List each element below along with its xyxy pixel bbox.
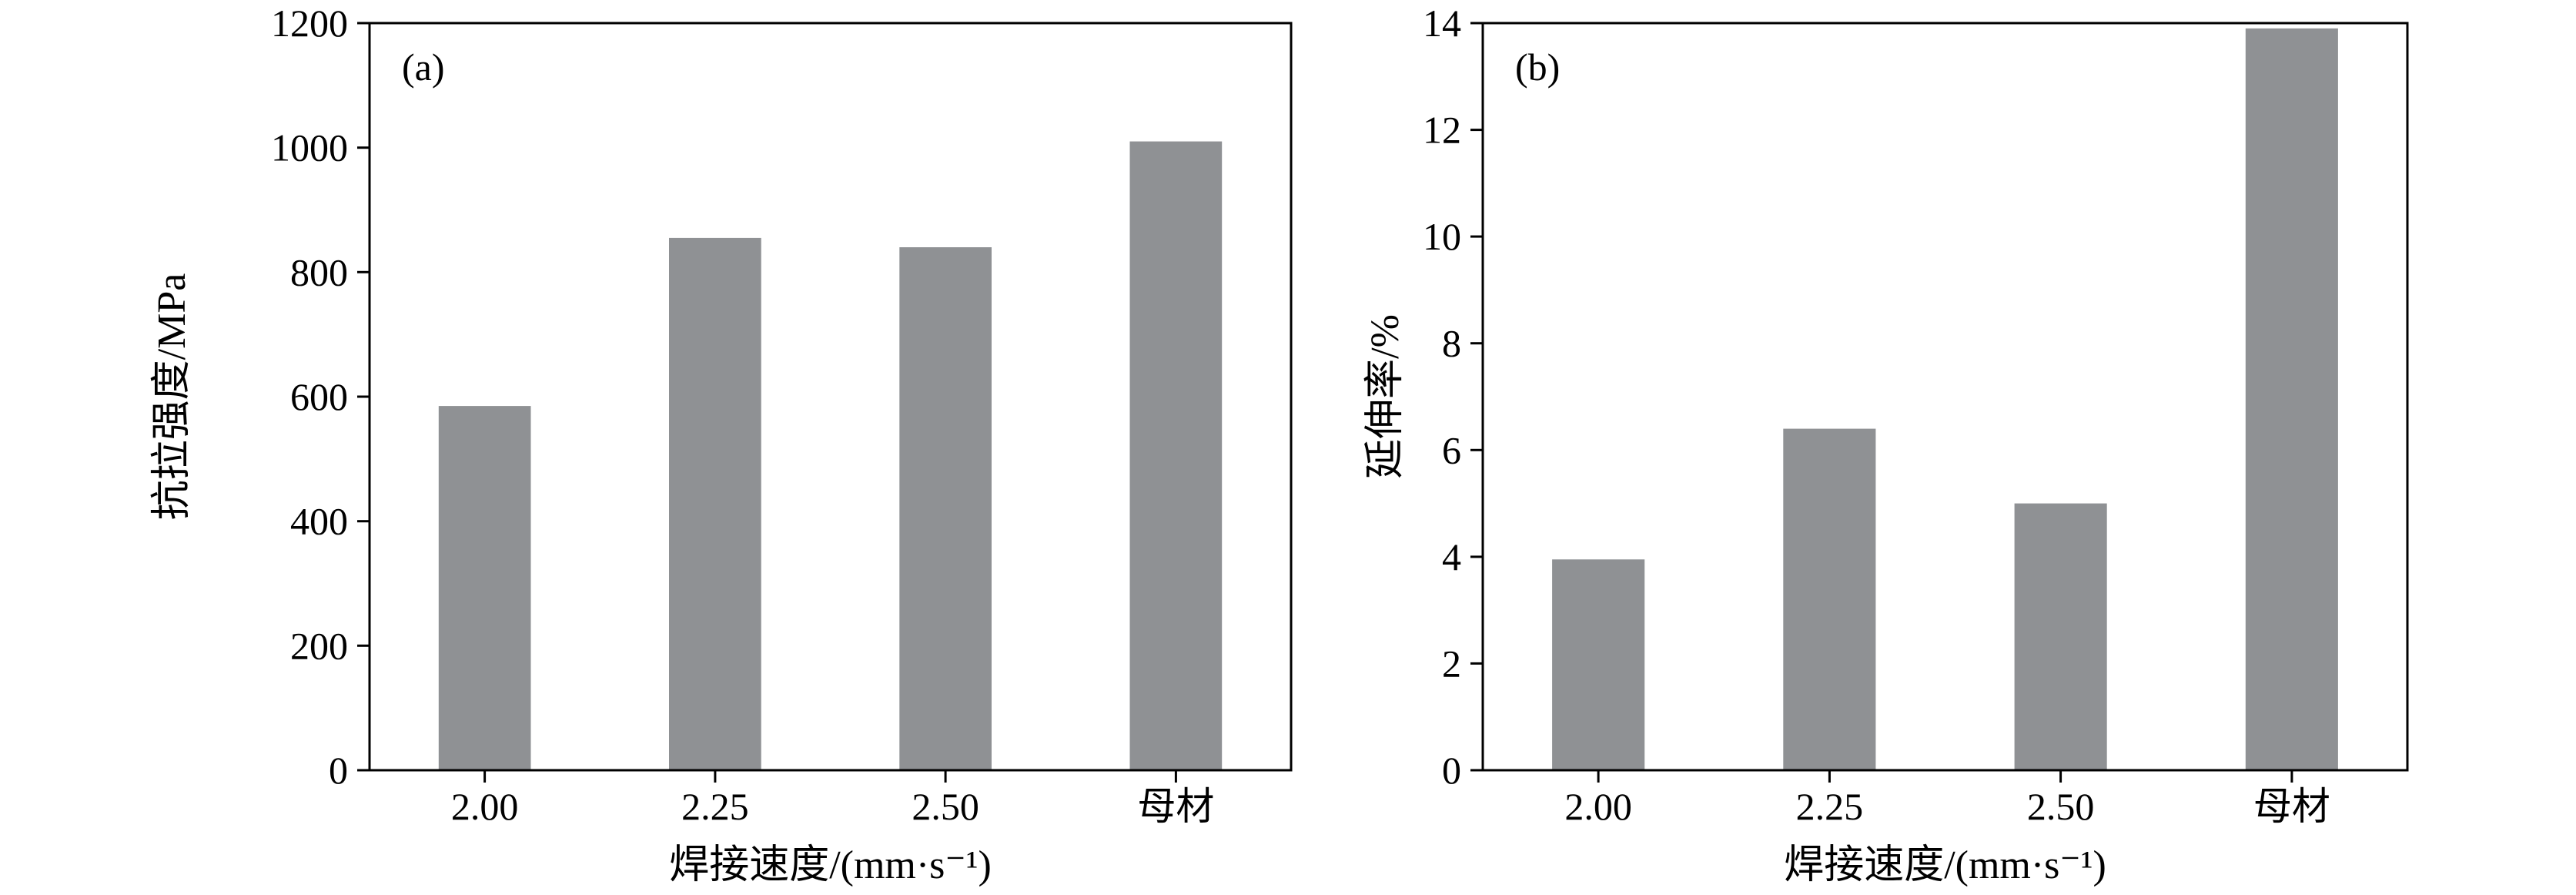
- chart-panel-b: 0 2 4 6 8 10 12 14 2.00 2.25 2.50 母材焊接速度/(mm·s⁻¹) 延伸…: [1350, 0, 2576, 891]
- plot-frame: [1481, 22, 2409, 772]
- y-axis-tick-label: 600: [290, 375, 348, 418]
- x-axis-tick-label: 母材: [1137, 785, 1214, 828]
- y-axis-tick-label: 2: [1442, 642, 1461, 685]
- bar: [899, 247, 992, 770]
- x-axis-tick-label: 2.25: [1796, 785, 1864, 828]
- x-axis-tick-label: 2.50: [2027, 785, 2095, 828]
- y-axis-tick-label: 200: [290, 624, 348, 667]
- y-axis-tick-label: 0: [1442, 749, 1461, 792]
- y-axis-tick-label: 14: [1423, 2, 1461, 45]
- x-axis-tick-label: 2.00: [451, 785, 519, 828]
- y-axis-label: 抗拉强度/MPa: [150, 273, 194, 521]
- y-axis-label: 延伸率/%: [1363, 314, 1407, 479]
- y-axis-tick-label: 1200: [271, 2, 348, 45]
- panel-label: (a): [402, 45, 445, 89]
- bar: [1552, 559, 1645, 770]
- x-axis-tick-label: 母材: [2253, 785, 2330, 828]
- x-axis-label: 焊接速度/(mm·s⁻¹): [1784, 843, 2106, 887]
- chart-panel-a: 0 200 400 600 800 1000 1200 2.00 2.25 2.50 母材焊接速度/…: [150, 2, 1293, 887]
- y-axis-tick-label: 4: [1442, 535, 1461, 578]
- x-axis-tick-label: 2.25: [681, 785, 749, 828]
- bar: [1129, 141, 1223, 771]
- y-axis-tick-label: 12: [1423, 109, 1461, 152]
- bar: [438, 406, 531, 770]
- bar: [1783, 428, 1876, 770]
- bar: [2245, 28, 2338, 770]
- bar: [669, 237, 761, 770]
- x-axis-tick-label: 2.00: [1564, 785, 1632, 828]
- y-axis-tick-label: 0: [329, 749, 348, 792]
- panel-label: (b): [1515, 45, 1560, 89]
- bar: [2014, 503, 2107, 770]
- x-axis-tick-label: 2.50: [912, 785, 979, 828]
- y-axis-tick-label: 800: [290, 250, 348, 293]
- x-axis-label: 焊接速度/(mm·s⁻¹): [669, 843, 992, 887]
- y-axis-tick-label: 1000: [271, 126, 348, 169]
- y-axis-tick-label: 400: [290, 500, 348, 543]
- chart-a: 0 200 400 600 800 1000 1200 2.00 2.25 2.50 母材焊接速度/…: [150, 2, 1293, 887]
- y-axis-tick-label: 8: [1442, 322, 1461, 365]
- y-axis-tick-label: 10: [1423, 215, 1461, 258]
- y-axis-tick-label: 6: [1442, 428, 1461, 471]
